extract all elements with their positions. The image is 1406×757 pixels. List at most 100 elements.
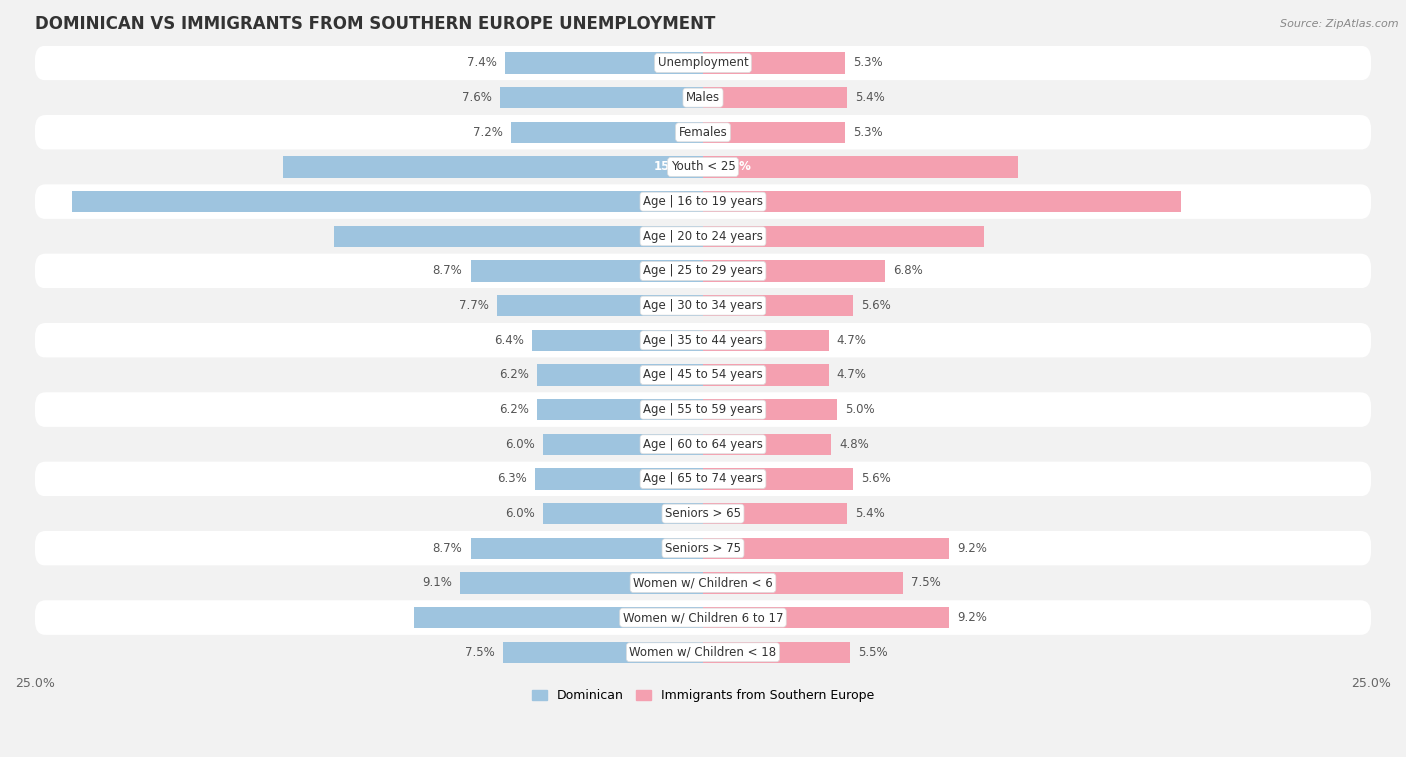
Text: 6.4%: 6.4% xyxy=(494,334,524,347)
Text: 7.2%: 7.2% xyxy=(472,126,502,139)
Bar xyxy=(703,87,848,108)
Text: 5.4%: 5.4% xyxy=(855,507,884,520)
Text: 13.8%: 13.8% xyxy=(654,230,695,243)
FancyBboxPatch shape xyxy=(35,323,1371,357)
Text: Age | 60 to 64 years: Age | 60 to 64 years xyxy=(643,438,763,450)
Text: Males: Males xyxy=(686,91,720,104)
Bar xyxy=(335,226,703,247)
Text: 4.7%: 4.7% xyxy=(837,369,866,382)
FancyBboxPatch shape xyxy=(35,635,1371,670)
Text: Seniors > 65: Seniors > 65 xyxy=(665,507,741,520)
Text: 6.0%: 6.0% xyxy=(505,507,534,520)
Text: 7.4%: 7.4% xyxy=(467,57,498,70)
Bar xyxy=(471,260,703,282)
Bar xyxy=(471,537,703,559)
Bar xyxy=(703,226,984,247)
Text: 7.7%: 7.7% xyxy=(460,299,489,312)
Text: Age | 30 to 34 years: Age | 30 to 34 years xyxy=(643,299,763,312)
Bar xyxy=(703,434,831,455)
Text: 7.5%: 7.5% xyxy=(911,576,941,590)
FancyBboxPatch shape xyxy=(35,392,1371,427)
FancyBboxPatch shape xyxy=(35,427,1371,462)
FancyBboxPatch shape xyxy=(35,115,1371,150)
Text: Unemployment: Unemployment xyxy=(658,57,748,70)
Text: 7.5%: 7.5% xyxy=(465,646,495,659)
Bar xyxy=(703,260,884,282)
Text: 6.8%: 6.8% xyxy=(893,264,922,278)
Text: Age | 35 to 44 years: Age | 35 to 44 years xyxy=(643,334,763,347)
Text: Age | 25 to 29 years: Age | 25 to 29 years xyxy=(643,264,763,278)
Text: Age | 16 to 19 years: Age | 16 to 19 years xyxy=(643,195,763,208)
FancyBboxPatch shape xyxy=(35,254,1371,288)
Bar xyxy=(502,641,703,663)
Bar xyxy=(703,191,1181,213)
Text: Age | 55 to 59 years: Age | 55 to 59 years xyxy=(643,403,763,416)
Bar xyxy=(703,364,828,386)
Text: Seniors > 75: Seniors > 75 xyxy=(665,542,741,555)
FancyBboxPatch shape xyxy=(35,600,1371,635)
Bar xyxy=(543,434,703,455)
Text: 5.4%: 5.4% xyxy=(855,91,884,104)
Text: Age | 65 to 74 years: Age | 65 to 74 years xyxy=(643,472,763,485)
Text: DOMINICAN VS IMMIGRANTS FROM SOUTHERN EUROPE UNEMPLOYMENT: DOMINICAN VS IMMIGRANTS FROM SOUTHERN EU… xyxy=(35,15,716,33)
Text: Age | 45 to 54 years: Age | 45 to 54 years xyxy=(643,369,763,382)
Bar xyxy=(703,52,845,73)
Text: 8.7%: 8.7% xyxy=(433,542,463,555)
Bar xyxy=(72,191,703,213)
Bar xyxy=(543,503,703,525)
Text: Women w/ Children < 18: Women w/ Children < 18 xyxy=(630,646,776,659)
Bar xyxy=(703,641,851,663)
Text: 10.8%: 10.8% xyxy=(654,611,695,624)
Text: 5.5%: 5.5% xyxy=(858,646,887,659)
Legend: Dominican, Immigrants from Southern Europe: Dominican, Immigrants from Southern Euro… xyxy=(527,684,879,707)
FancyBboxPatch shape xyxy=(35,357,1371,392)
Bar xyxy=(703,572,904,593)
FancyBboxPatch shape xyxy=(35,184,1371,219)
FancyBboxPatch shape xyxy=(35,150,1371,184)
Text: 5.0%: 5.0% xyxy=(845,403,875,416)
Text: 17.9%: 17.9% xyxy=(711,195,752,208)
Text: Females: Females xyxy=(679,126,727,139)
Text: 6.2%: 6.2% xyxy=(499,403,529,416)
Text: 5.3%: 5.3% xyxy=(852,57,883,70)
Text: Women w/ Children 6 to 17: Women w/ Children 6 to 17 xyxy=(623,611,783,624)
Text: 10.5%: 10.5% xyxy=(711,230,752,243)
Text: Age | 20 to 24 years: Age | 20 to 24 years xyxy=(643,230,763,243)
Bar xyxy=(284,156,703,178)
Bar xyxy=(501,87,703,108)
Bar xyxy=(537,399,703,420)
Bar xyxy=(510,122,703,143)
Bar xyxy=(505,52,703,73)
Bar xyxy=(531,329,703,351)
Text: 11.8%: 11.8% xyxy=(711,160,752,173)
FancyBboxPatch shape xyxy=(35,531,1371,565)
Text: 5.6%: 5.6% xyxy=(860,472,890,485)
Text: 9.1%: 9.1% xyxy=(422,576,451,590)
FancyBboxPatch shape xyxy=(35,565,1371,600)
Bar xyxy=(703,503,848,525)
Text: 6.0%: 6.0% xyxy=(505,438,534,450)
Text: Source: ZipAtlas.com: Source: ZipAtlas.com xyxy=(1281,19,1399,29)
Bar xyxy=(703,607,949,628)
Text: 8.7%: 8.7% xyxy=(433,264,463,278)
Text: 6.2%: 6.2% xyxy=(499,369,529,382)
Text: Youth < 25: Youth < 25 xyxy=(671,160,735,173)
Bar xyxy=(703,122,845,143)
FancyBboxPatch shape xyxy=(35,80,1371,115)
FancyBboxPatch shape xyxy=(35,462,1371,497)
FancyBboxPatch shape xyxy=(35,288,1371,323)
Text: 5.3%: 5.3% xyxy=(852,126,883,139)
Bar xyxy=(537,364,703,386)
FancyBboxPatch shape xyxy=(35,219,1371,254)
Bar xyxy=(703,156,1018,178)
Text: 7.6%: 7.6% xyxy=(463,91,492,104)
Bar xyxy=(534,469,703,490)
FancyBboxPatch shape xyxy=(35,45,1371,80)
Text: 9.2%: 9.2% xyxy=(957,611,987,624)
Text: 23.6%: 23.6% xyxy=(654,195,695,208)
Bar xyxy=(498,295,703,316)
Text: 5.6%: 5.6% xyxy=(860,299,890,312)
Text: 9.2%: 9.2% xyxy=(957,542,987,555)
FancyBboxPatch shape xyxy=(35,497,1371,531)
Bar xyxy=(703,469,852,490)
